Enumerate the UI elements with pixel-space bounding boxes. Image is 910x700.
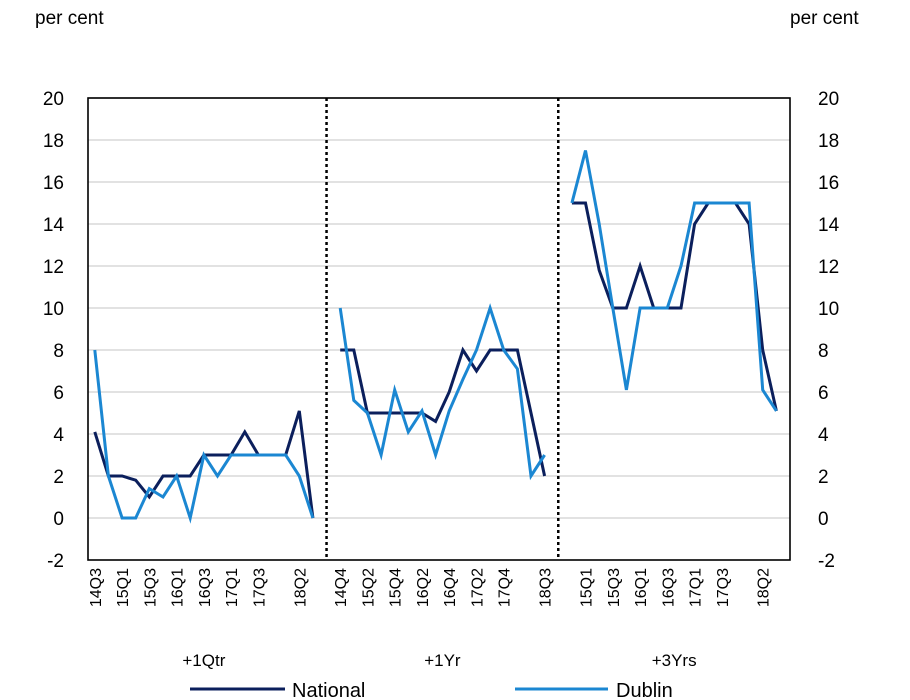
y-tick-label-left: 16 (43, 173, 64, 194)
x-tick-label: 17Q3 (251, 568, 268, 607)
x-tick-label: 15Q1 (115, 568, 132, 607)
y-tick-label-right: 4 (818, 425, 829, 446)
x-tick-label: 16Q2 (415, 568, 432, 607)
legend-label-dublin: Dublin (616, 680, 673, 700)
panel-label: +1Qtr (182, 651, 225, 670)
x-tick-label: 17Q1 (224, 568, 241, 607)
y-tick-label-right: -2 (818, 551, 835, 572)
x-tick-label: 14Q4 (333, 568, 350, 607)
series-line-dublin-1yr (338, 303, 546, 481)
left-axis-unit-label: per cent (35, 8, 104, 29)
series-line-dublin-3yrs (570, 150, 778, 412)
series-line-national-1yr (340, 346, 547, 477)
x-tick-label: 16Q3 (660, 568, 677, 607)
y-tick-label-left: 8 (53, 341, 64, 362)
y-tick-label-left: 10 (43, 299, 64, 320)
y-tick-label-left: 6 (53, 383, 64, 404)
y-tick-label-left: 18 (43, 131, 64, 152)
series-line-national-3yrs (571, 201, 778, 412)
x-tick-label: 16Q1 (633, 568, 650, 607)
series-line-dublin-1qtr (93, 349, 315, 524)
y-tick-label-right: 2 (818, 467, 829, 488)
right-axis-unit-label: per cent (790, 8, 859, 29)
x-tick-label: 18Q2 (292, 568, 309, 607)
y-tick-label-right: 18 (818, 131, 839, 152)
x-tick-label: 17Q2 (470, 568, 487, 607)
y-tick-label-right: 16 (818, 173, 839, 194)
x-tick-label: 17Q4 (497, 568, 514, 607)
panel-label: +1Yr (424, 651, 461, 670)
x-tick-label: 15Q3 (606, 568, 623, 607)
x-tick-label: 18Q3 (538, 568, 555, 607)
y-tick-label-right: 12 (818, 257, 839, 278)
x-tick-label: 15Q1 (579, 568, 596, 607)
y-tick-label-right: 20 (818, 89, 839, 110)
x-tick-label: 16Q4 (442, 568, 459, 607)
x-tick-label: 17Q3 (715, 568, 732, 607)
y-tick-label-left: 20 (43, 89, 64, 110)
y-tick-label-right: 10 (818, 299, 839, 320)
series-line-national-1qtr (93, 410, 315, 519)
x-tick-label: 15Q4 (388, 568, 405, 607)
y-tick-label-left: 4 (53, 425, 64, 446)
y-tick-label-left: 0 (53, 509, 64, 530)
y-tick-label-left: -2 (47, 551, 64, 572)
x-tick-label: 16Q3 (197, 568, 214, 607)
plot-area-border (87, 97, 791, 561)
y-tick-label-right: 0 (818, 509, 829, 530)
panel-label: +3Yrs (652, 651, 697, 670)
x-tick-label: 17Q1 (688, 568, 705, 607)
y-tick-label-right: 6 (818, 383, 829, 404)
y-tick-label-right: 14 (818, 215, 840, 236)
x-tick-label: 15Q3 (142, 568, 159, 607)
x-tick-label: 14Q3 (88, 568, 105, 607)
x-tick-label: 15Q2 (360, 568, 377, 607)
y-tick-label-left: 14 (43, 215, 65, 236)
y-tick-label-right: 8 (818, 341, 829, 362)
legend-label-national: National (292, 680, 365, 700)
x-tick-label: 16Q1 (170, 568, 187, 607)
y-tick-label-left: 2 (53, 467, 64, 488)
y-tick-label-left: 12 (43, 257, 64, 278)
x-tick-label: 18Q2 (756, 568, 773, 607)
